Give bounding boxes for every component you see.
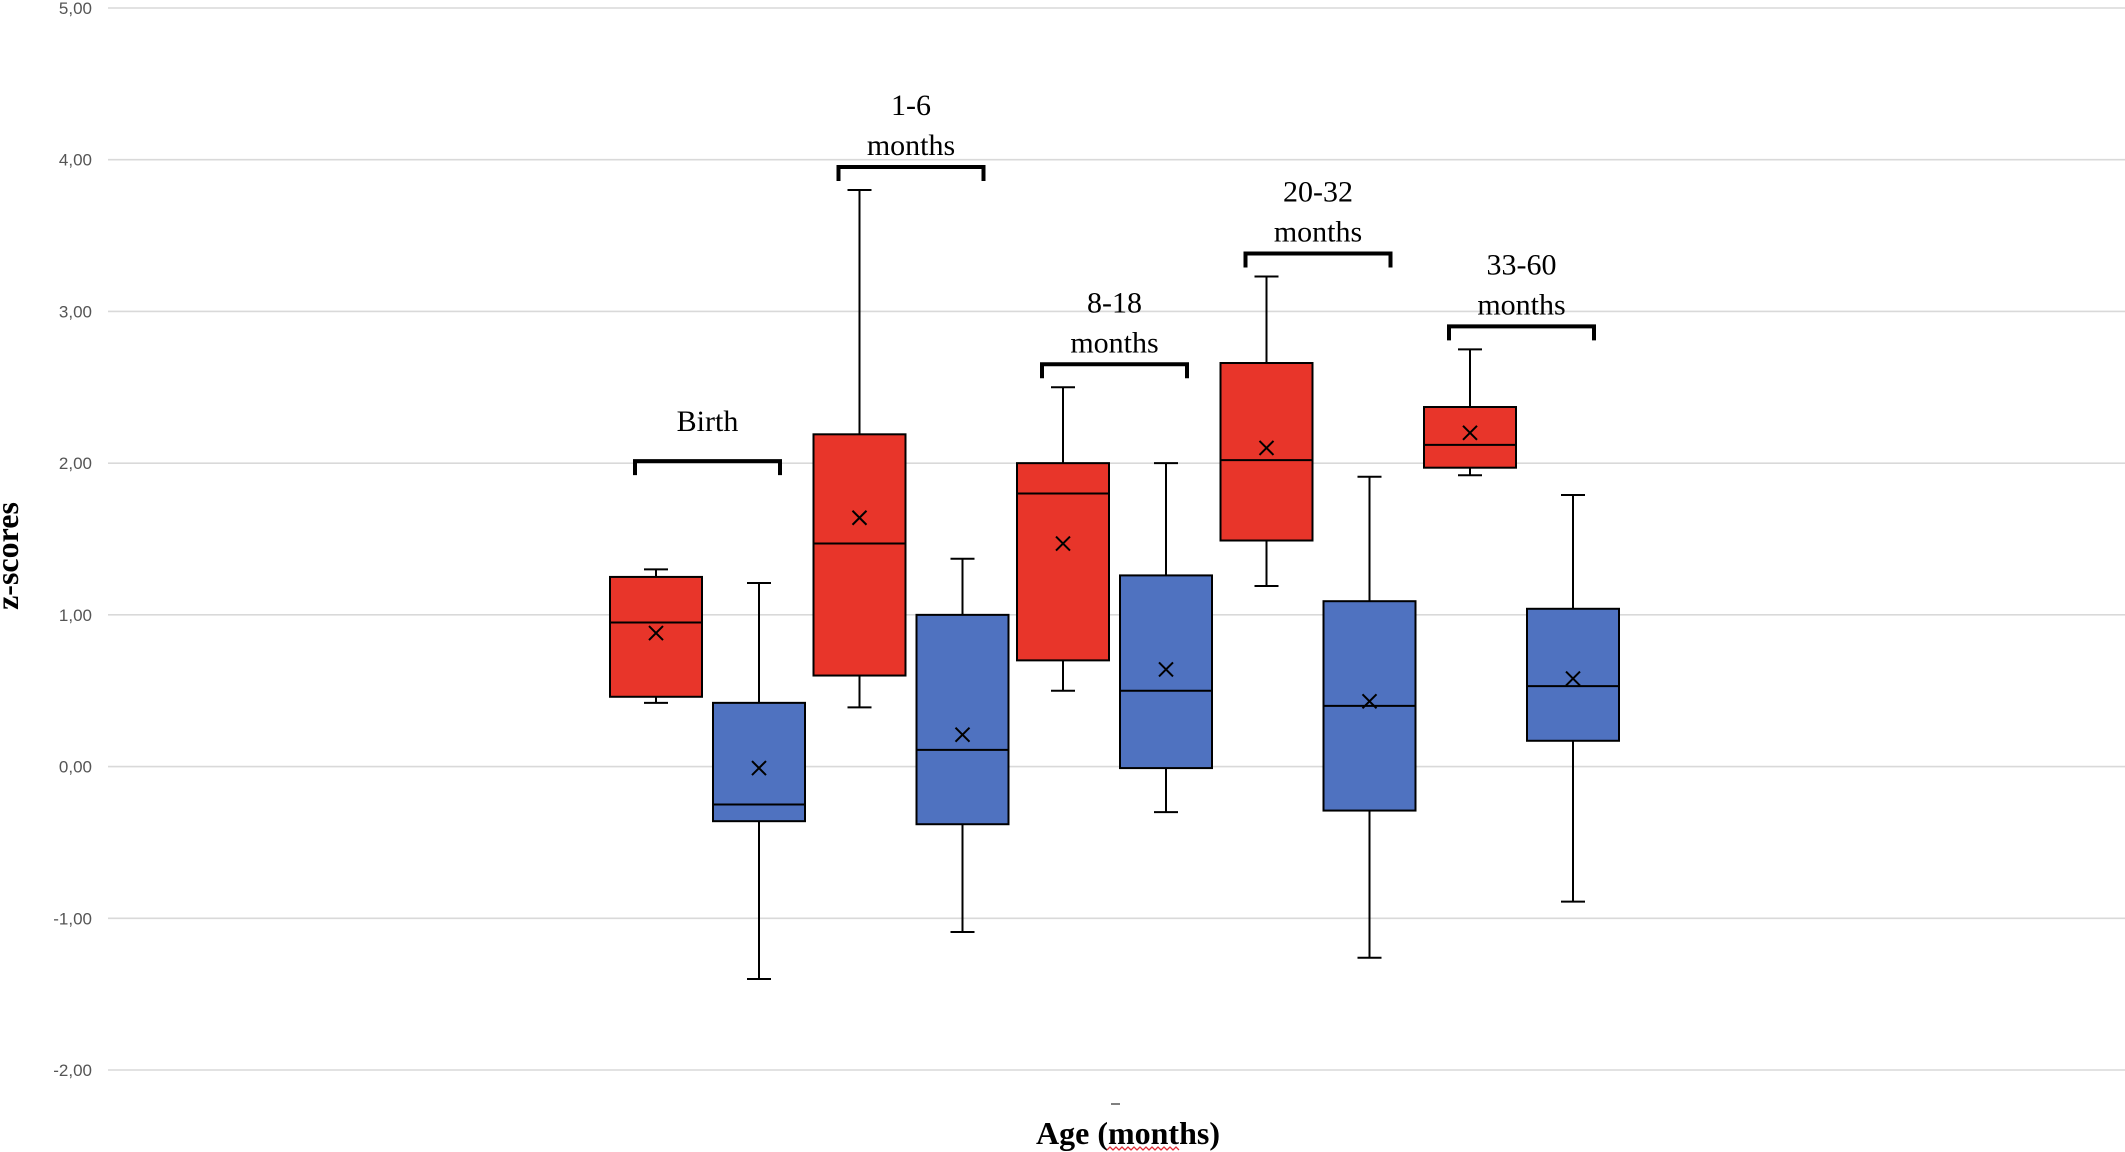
group-label-line1: 8-18 <box>1087 286 1142 319</box>
group-label: Birth <box>677 405 739 438</box>
box-2-b <box>1119 462 1213 814</box>
group-label-line2: months <box>1070 326 1158 359</box>
box-3-a <box>1219 275 1314 588</box>
y-tick-label: -1,00 <box>53 909 92 928</box>
mean-marker <box>1462 425 1478 441</box>
mean-marker <box>1158 661 1174 678</box>
iqr-box <box>1526 607 1620 742</box>
group-bracket <box>836 165 986 182</box>
iqr-box <box>609 575 703 698</box>
box-1-b <box>915 557 1010 933</box>
box-4-a <box>1423 348 1517 477</box>
mean-marker <box>1361 693 1378 710</box>
group-bracket <box>1040 362 1189 379</box>
group-bracket <box>633 459 782 476</box>
spellcheck-underline <box>1106 1146 1180 1151</box>
iqr-box <box>1423 406 1517 469</box>
iqr-box <box>812 433 907 677</box>
box-0-a <box>609 568 703 704</box>
y-axis-title: z-scores <box>0 502 25 610</box>
group-label-line1: 1-6 <box>891 89 931 122</box>
iqr-box <box>915 613 1010 826</box>
x-axis-title: Age (months) <box>1036 1115 1220 1151</box>
mean-marker <box>1565 670 1581 687</box>
y-tick-label: 0,00 <box>59 758 92 777</box>
y-tick-label: 2,00 <box>59 454 92 473</box>
mean-marker <box>1055 535 1071 552</box>
y-tick-label: 4,00 <box>59 151 92 170</box>
group-label-line2: months <box>1477 288 1565 321</box>
iqr-box <box>1016 462 1110 662</box>
group-label-line2: months <box>867 129 955 162</box>
mean-marker <box>751 760 767 776</box>
gridlines <box>108 7 2125 1071</box>
iqr-box <box>1119 574 1213 770</box>
iqr-box <box>712 701 806 823</box>
y-tick-labels: -2,00 -1,00 0,00 1,00 2,00 3,00 4,00 5,00 <box>53 0 92 1080</box>
y-tick-label: -2,00 <box>53 1061 92 1080</box>
mean-marker <box>1258 440 1275 456</box>
y-tick-label: 3,00 <box>59 302 92 321</box>
mean-marker <box>954 727 971 743</box>
group-label-line1: 33-60 <box>1487 248 1557 281</box>
mean-marker <box>648 625 664 641</box>
y-tick-label: 5,00 <box>59 0 92 18</box>
group-brackets <box>633 165 1596 476</box>
mean-marker <box>851 510 868 526</box>
group-label-line2: months <box>1274 216 1362 249</box>
group-bracket <box>1243 251 1393 268</box>
box-3-b <box>1322 475 1417 959</box>
iqr-box <box>1219 362 1314 542</box>
boxes <box>609 189 1620 980</box>
box-4-b <box>1526 494 1620 903</box>
group-label-line1: 20-32 <box>1283 176 1353 209</box>
box-2-a <box>1016 386 1110 692</box>
group-labels: Birth 1-6 months 8-18 months 20-32 months 33-60… <box>677 89 1566 438</box>
y-tick-label: 1,00 <box>59 606 92 625</box>
box-1-a <box>812 189 907 709</box>
box-0-b <box>712 581 806 980</box>
group-bracket <box>1447 324 1596 341</box>
